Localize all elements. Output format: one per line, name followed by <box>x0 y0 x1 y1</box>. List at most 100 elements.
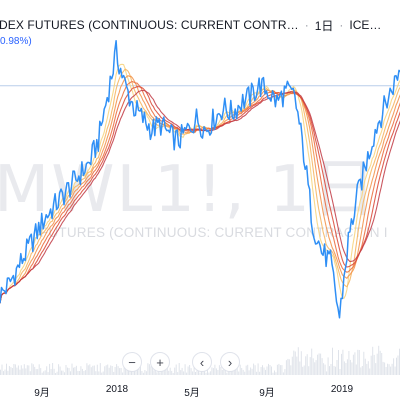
volume-bar <box>95 371 97 375</box>
volume-bar <box>349 359 351 375</box>
volume-bar <box>172 373 174 375</box>
volume-bar <box>87 365 89 375</box>
volume-bar <box>363 351 365 375</box>
volume-bar <box>181 367 183 375</box>
favorite-icon[interactable]: ☺ <box>397 17 400 33</box>
volume-bar <box>35 369 37 375</box>
volume-bar <box>186 372 188 375</box>
volume-bar <box>134 369 135 375</box>
volume-bar <box>17 365 19 375</box>
volume-bar <box>73 367 74 375</box>
volume-bar <box>281 365 283 375</box>
volume-bar <box>16 367 18 375</box>
volume-bar <box>43 371 45 375</box>
volume-bar <box>300 351 302 375</box>
volume-bar <box>74 367 76 375</box>
volume-bar <box>272 372 274 375</box>
volume-bar <box>70 371 71 375</box>
price-line <box>0 39 400 319</box>
volume-bar <box>77 370 79 375</box>
volume-bar <box>151 364 153 375</box>
volume-bar <box>13 364 15 375</box>
volume-bar <box>315 360 317 375</box>
volume-bar <box>47 372 49 375</box>
volume-bar <box>4 369 6 375</box>
volume-bar <box>75 365 77 375</box>
volume-bar <box>384 362 386 375</box>
volume-bar <box>165 369 167 375</box>
volume-bar <box>99 363 101 375</box>
ma-line-5 <box>0 86 400 304</box>
volume-bar <box>391 363 393 375</box>
time-axis[interactable]: 9月 2018 5月 9月 2019 <box>0 380 400 400</box>
price-chart[interactable] <box>0 0 400 380</box>
volume-bar <box>58 364 60 375</box>
volume-bar <box>271 366 272 375</box>
volume-bars <box>0 345 400 375</box>
volume-bar <box>201 370 202 375</box>
volume-bar <box>3 371 4 375</box>
zoom-out-button[interactable]: − <box>122 352 142 372</box>
volume-bar <box>71 363 73 375</box>
volume-bar <box>153 370 155 375</box>
name-watermark: FUTURES (CONTINUOUS: CURRENT CONTRACT IN… <box>40 225 388 240</box>
header-separator: · <box>304 18 309 32</box>
volume-bar <box>145 371 147 375</box>
volume-bar <box>37 369 39 375</box>
volume-bar <box>358 350 360 375</box>
volume-bar <box>68 368 70 375</box>
symbol-title[interactable]: DEX FUTURES (CONTINUOUS: CURRENT CONTR… <box>0 18 299 32</box>
volume-bar <box>330 364 332 375</box>
volume-bar <box>22 368 24 375</box>
volume-bar <box>221 369 223 375</box>
volume-bar <box>40 368 42 375</box>
volume-bar <box>168 370 170 375</box>
zoom-in-button[interactable]: + <box>150 352 170 372</box>
volume-bar <box>251 368 253 375</box>
volume-bar <box>348 351 350 375</box>
volume-bar <box>287 358 289 375</box>
volume-bar <box>52 363 54 375</box>
volume-bar <box>49 363 51 375</box>
volume-bar <box>345 363 347 375</box>
volume-bar <box>256 371 258 375</box>
volume-bar <box>7 370 9 375</box>
volume-bar <box>308 366 310 375</box>
volume-bar <box>166 364 168 375</box>
volume-bar <box>96 364 98 375</box>
volume-bar <box>278 363 280 375</box>
ma-line-3 <box>0 75 400 304</box>
volume-bar <box>388 364 390 375</box>
volume-bar <box>254 365 256 375</box>
volume-bar <box>61 370 62 375</box>
volume-bar <box>10 367 12 375</box>
interval-label[interactable]: 1日 <box>314 18 334 33</box>
volume-bar <box>25 368 27 375</box>
volume-bar <box>352 354 354 375</box>
volume-bar <box>80 366 82 375</box>
volume-bar <box>303 365 305 375</box>
volume-bar <box>299 361 301 375</box>
scroll-forward-button[interactable]: › <box>220 352 240 372</box>
volume-bar <box>8 366 10 375</box>
volume-bar <box>147 363 149 375</box>
volume-bar <box>104 366 106 375</box>
volume-bar <box>341 353 342 375</box>
volume-bar <box>242 369 244 375</box>
volume-bar <box>378 345 380 375</box>
volume-bar <box>361 366 363 375</box>
volume-bar <box>41 372 43 375</box>
ma-line-2 <box>0 68 400 304</box>
scroll-back-button[interactable]: ‹ <box>192 352 212 372</box>
volume-bar <box>193 364 195 375</box>
volume-bar <box>220 366 222 375</box>
volume-bar <box>260 367 262 375</box>
volume-bar <box>387 363 389 375</box>
volume-bar <box>379 350 381 375</box>
volume-bar <box>114 367 116 375</box>
volume-bar <box>81 368 83 375</box>
volume-bar <box>163 369 165 375</box>
volume-bar <box>318 353 320 375</box>
volume-bar <box>355 364 357 375</box>
volume-bar <box>354 352 356 375</box>
